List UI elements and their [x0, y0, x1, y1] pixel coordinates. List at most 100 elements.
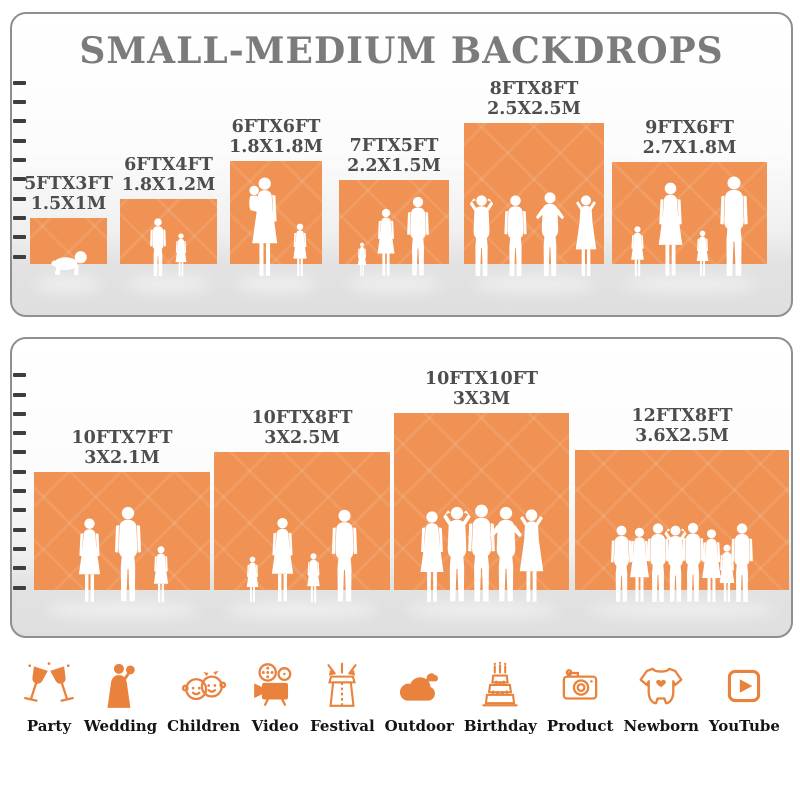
silhouette-group — [34, 506, 210, 603]
man-hands-on-hips-silhouette-icon — [535, 192, 564, 276]
silhouette-group — [30, 248, 107, 277]
backdrop-size-label: 6FTX4FT 1.8X1.2M — [59, 155, 279, 196]
category-product: Product — [547, 660, 614, 735]
category-outdoor: Outdoor — [385, 660, 454, 735]
size-ft-text: 10FTX10FT — [424, 368, 539, 389]
category-label: Festival — [310, 717, 375, 735]
backdrop-6ftx6ft — [230, 161, 322, 276]
backdrop-size-label: 8FTX8FT 2.5X2.5M — [424, 79, 644, 120]
silhouette-group — [120, 218, 217, 277]
backdrop-size-label: 5FTX3FT 1.5X1M — [0, 174, 179, 215]
category-label: Outdoor — [384, 717, 454, 735]
camera-icon — [555, 660, 605, 712]
size-ft-text: 9FTX6FT — [645, 117, 734, 138]
size-ft-text: 8FTX8FT — [489, 78, 579, 99]
backdrop-size-label: 9FTX6FT 2.7X1.8M — [580, 118, 800, 159]
man-silhouette-icon — [503, 195, 527, 276]
girl-silhouette-icon — [293, 223, 307, 276]
size-ft-text: 6FTX4FT — [124, 154, 213, 175]
category-birthday: Birthday — [464, 660, 537, 735]
ruler-dash-icon — [13, 138, 26, 143]
size-ft-text: 7FTX5FT — [349, 135, 439, 156]
ruler-dash-icon — [13, 196, 26, 201]
category-video: Video — [250, 660, 300, 735]
woman-silhouette-icon — [78, 518, 100, 602]
backdrop-size-label: 10FTX8FT 3X2.5M — [192, 408, 412, 449]
backdrop-5ftx3ft — [30, 218, 107, 276]
size-m-text: 1.8X1.8M — [229, 137, 323, 158]
ruler-dash-icon — [13, 431, 26, 436]
play-button-icon — [719, 660, 769, 712]
ruler-dash-icon — [13, 235, 26, 240]
ruler-dash-icon — [13, 566, 26, 571]
ruler-dash-icon — [13, 158, 26, 162]
woman-silhouette-icon — [271, 517, 293, 602]
silhouette-group — [575, 522, 789, 603]
ruler-dash-icon — [13, 508, 26, 513]
silhouette-group — [394, 504, 569, 603]
kids-faces-icon — [179, 660, 229, 712]
backdrop-8ftx8ft — [464, 123, 604, 276]
backdrop-10ftx8ft — [214, 452, 390, 603]
ruler-dash-icon — [13, 215, 26, 220]
category-festival: Festival — [310, 660, 375, 735]
size-ft-text: 12FTX8FT — [631, 405, 733, 426]
size-m-text: 2.5X2.5M — [487, 99, 581, 120]
woman-silhouette-icon — [658, 182, 682, 276]
man-silhouette-icon — [719, 176, 748, 276]
category-label: Wedding — [83, 717, 158, 735]
category-newborn: Newborn — [623, 660, 699, 735]
size-m-text: 1.8X1.2M — [121, 175, 216, 196]
ruler-dash-icon — [13, 254, 26, 259]
man-silhouette-icon — [331, 509, 357, 602]
backdrop-size-label: 7FTX5FT 2.2X1.5M — [284, 136, 504, 177]
category-label: Video — [251, 717, 299, 735]
backdrop-12ftx8ft — [575, 450, 789, 603]
small-backdrops-panel: SMALL-MEDIUM BACKDROPS 109876543215FTX3F… — [10, 12, 793, 317]
girl-silhouette-icon — [175, 233, 187, 277]
silhouette-group — [464, 192, 604, 277]
category-youtube: YouTube — [709, 660, 780, 735]
toddler-girl-silhouette-icon — [357, 242, 367, 277]
girl-silhouette-icon — [306, 553, 320, 603]
movie-camera-icon — [250, 660, 300, 712]
girl-silhouette-icon — [153, 546, 168, 603]
size-ft-text: 10FTX8FT — [251, 407, 353, 428]
size-m-text: 2.2X1.5M — [347, 156, 441, 177]
category-label: Party — [26, 717, 72, 735]
crawling-baby-silhouette-icon — [50, 251, 87, 276]
ruler-dash-icon — [13, 80, 26, 85]
category-label: YouTube — [708, 717, 780, 735]
man-arms-up-silhouette-icon — [469, 195, 493, 276]
boy-silhouette-icon — [150, 218, 166, 277]
toddler-girl-silhouette-icon — [246, 556, 258, 602]
category-party: Party — [24, 660, 74, 735]
woman-arms-up-silhouette-icon — [519, 509, 543, 602]
ruler-dash-icon — [13, 177, 26, 182]
medium-backdrops-panel: 12111098765432110FTX7FT3X2.1M10FTX8FT3X2… — [10, 337, 793, 638]
backdrop-9ftx6ft — [612, 162, 767, 277]
category-row: Party Wedding Children Video Festival Outdoor… — [0, 660, 800, 735]
man-silhouette-icon — [114, 506, 141, 602]
ruler-dash-icon — [13, 469, 26, 474]
girl-silhouette-icon — [696, 230, 708, 276]
backdrop-7ftx5ft — [339, 180, 449, 277]
ruler-dash-icon — [13, 100, 26, 105]
size-m-text: 3X3M — [452, 389, 511, 410]
size-ft-text: 6FTX6FT — [231, 116, 321, 137]
ruler-dash-icon — [13, 373, 26, 378]
size-m-text: 3X2.1M — [84, 448, 160, 469]
woman-arms-up-silhouette-icon — [575, 195, 596, 276]
bride-icon — [96, 660, 146, 712]
ruler-dash-icon — [13, 411, 26, 416]
ruler-dash-icon — [13, 527, 26, 532]
backdrop-6ftx4ft — [120, 199, 217, 277]
category-wedding: Wedding — [84, 660, 157, 735]
ruler-dash-icon — [13, 546, 26, 551]
size-m-text: 2.7X1.8M — [642, 138, 737, 159]
backdrop-size-label: 12FTX8FT 3.6X2.5M — [572, 406, 792, 447]
backdrop-size-label: 10FTX10FT 3X3M — [372, 369, 592, 410]
category-label: Children — [167, 717, 241, 735]
category-children: Children — [167, 660, 240, 735]
